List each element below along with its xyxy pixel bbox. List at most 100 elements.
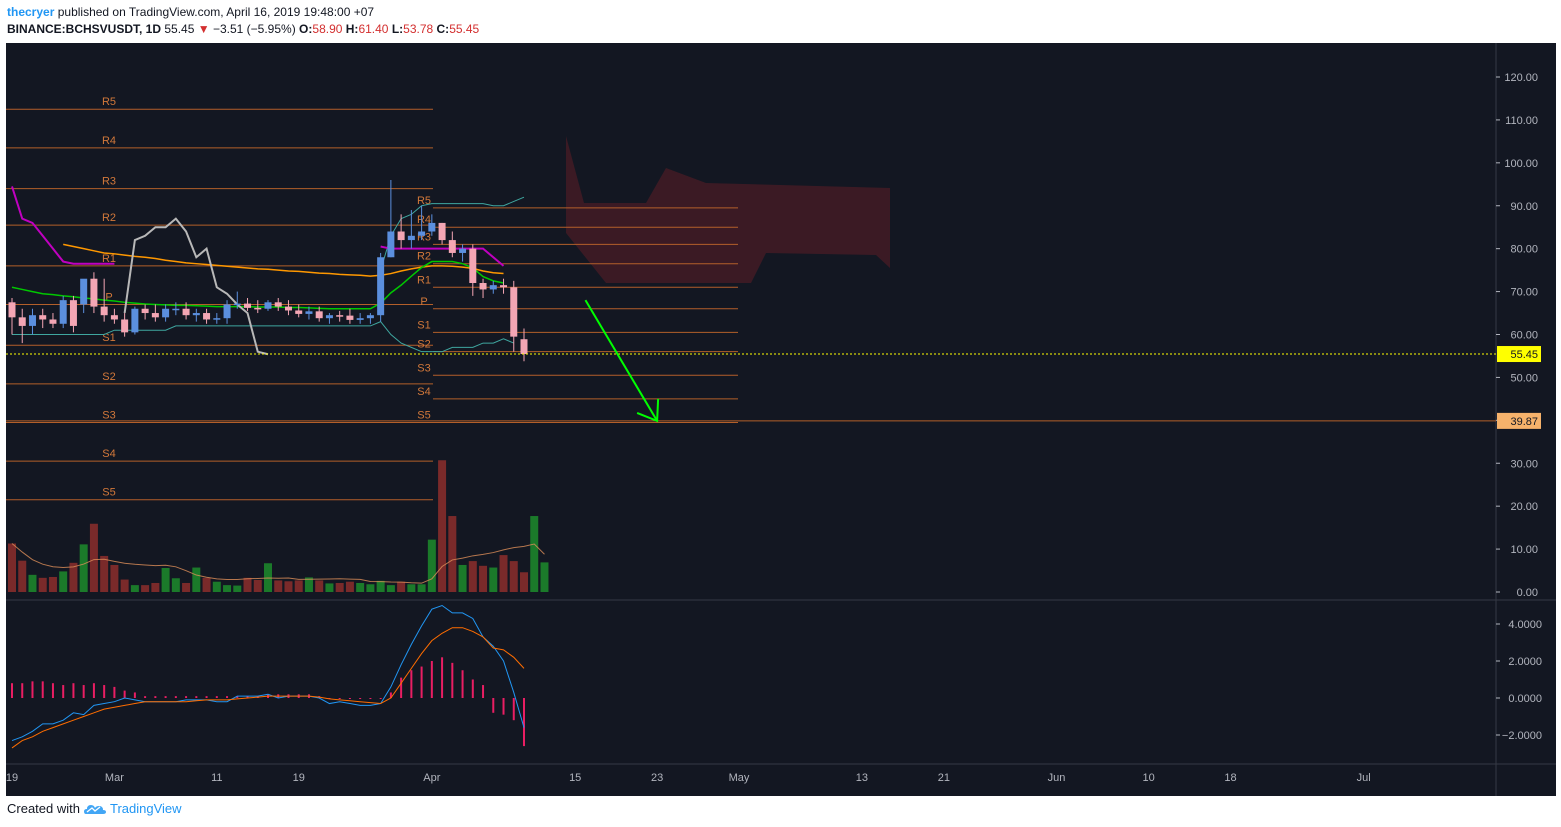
macd-hist-bar [246,696,249,698]
high-value: 61.40 [358,22,389,36]
time-tick-label: Jun [1048,772,1066,784]
current-price-tag-label: 55.45 [1510,349,1538,361]
high-label: H: [345,22,359,36]
volume-bar [48,576,57,592]
macd-hist-bar [379,698,382,699]
macd-hist-bar [430,661,433,698]
candle-body [192,313,200,316]
volume-bar [489,567,498,592]
volume-bar [397,581,406,592]
candle-body [346,315,354,320]
macd-hist-bar [420,666,423,698]
price-tick-label: 60.00 [1510,330,1538,342]
pivot-right-label: R5 [417,195,431,207]
macd-hist-bar [523,698,525,747]
price-tick-label: 110.00 [1505,115,1538,127]
low-label: L: [391,22,404,36]
volume-bar [417,584,426,592]
candle-body [315,311,323,319]
price-tick-label: 50.00 [1510,372,1538,384]
author-link[interactable]: thecryer [7,5,55,19]
tradingview-link[interactable]: TradingView [109,801,182,816]
candle-body [8,302,16,318]
volume-bar [294,580,303,592]
macd-signal-line [11,627,525,749]
macd-hist-bar [164,696,167,698]
macd-hist-bar [236,696,239,698]
macd-hist-bar [441,657,444,698]
price-tick-label: 100.00 [1504,158,1538,170]
candle-body [284,306,292,311]
candle-body [223,304,231,319]
volume-bar [438,460,447,592]
chart-area[interactable]: R5 R4 R3 R2 R1 P S1 S2 S3 S4 S5 R5 R4 R3 R2 R1 P S1 S2 S3 S4… [6,43,1556,796]
volume-bar [448,516,457,592]
macd-hist-bar [72,683,75,698]
change-value: −3.51 (−5.95%) [212,22,296,36]
candle-body [520,339,528,355]
volume-bar [284,581,293,592]
candle-body [49,319,57,324]
pivot-right-label: R4 [417,214,431,226]
forecast-arrow [584,299,658,422]
price-tick-label: 10.00 [1510,544,1538,556]
volume-bar [386,585,395,592]
gray-line [123,217,269,356]
target-price-tag-label: 39.87 [1510,416,1538,428]
volume-bar [345,581,354,592]
candle-body [28,315,36,326]
macd-hist-bar [21,683,24,698]
time-tick-label: 10 [1143,772,1155,784]
volume-bar [141,585,150,592]
macd-hist-bar [410,670,413,698]
bollinger-lower-line [12,321,514,353]
pivot-left-label: R5 [102,96,116,108]
candle-body [489,285,497,290]
volume-bar [274,580,283,592]
chart-svg[interactable]: R5R4R3R2R1PS1S2S3S4S5R5R4R3R2R1PS1S2S3S4… [6,43,1556,796]
candle-series [8,180,528,362]
volume-bar [509,561,518,592]
time-tick-label: 15 [569,772,581,784]
time-tick-label: 13 [856,772,868,784]
macd-hist-bar [338,698,341,699]
macd-hist-bar [144,696,147,698]
pivot-left-label: S5 [102,487,115,499]
time-tick-label: Jul [1357,772,1371,784]
volume-bar [110,564,119,592]
candle-body [151,313,159,318]
volume-bar [120,579,129,592]
pivot-right-label: R2 [417,251,431,263]
macd-hist-bar [451,662,454,698]
volume-bar [161,567,170,592]
volume-bar [499,555,508,592]
low-value: 53.78 [403,22,434,36]
macd-hist-bar [215,696,218,698]
pivot-left-label: R2 [102,212,116,224]
candle-body [418,231,426,236]
macd-hist-bar [512,698,515,721]
candle-body [69,300,77,326]
volume-bar [366,584,375,592]
price-tick-label: 80.00 [1510,244,1538,256]
tradingview-cloud-icon[interactable] [83,803,106,815]
candle-body [510,287,518,337]
macd-hist-bar [205,696,208,698]
time-tick-label: 21 [938,772,950,784]
candle-body [100,306,108,316]
volume-bar [202,577,211,592]
volume-bar [212,581,221,592]
volume-bar [223,585,232,592]
macd-tick-label: 0.0000 [1508,693,1542,705]
candle-body [459,248,467,253]
macd-hist-bar [92,683,95,698]
volume-bar [59,571,68,592]
volume-bar [100,555,109,592]
volume-bar [356,582,365,592]
macd-hist-bar [123,690,126,698]
macd-hist-bar [31,681,34,698]
volume-bar [335,582,344,592]
open-value: 58.90 [312,22,343,36]
candle-body [172,308,180,311]
volume-bar [540,562,549,592]
